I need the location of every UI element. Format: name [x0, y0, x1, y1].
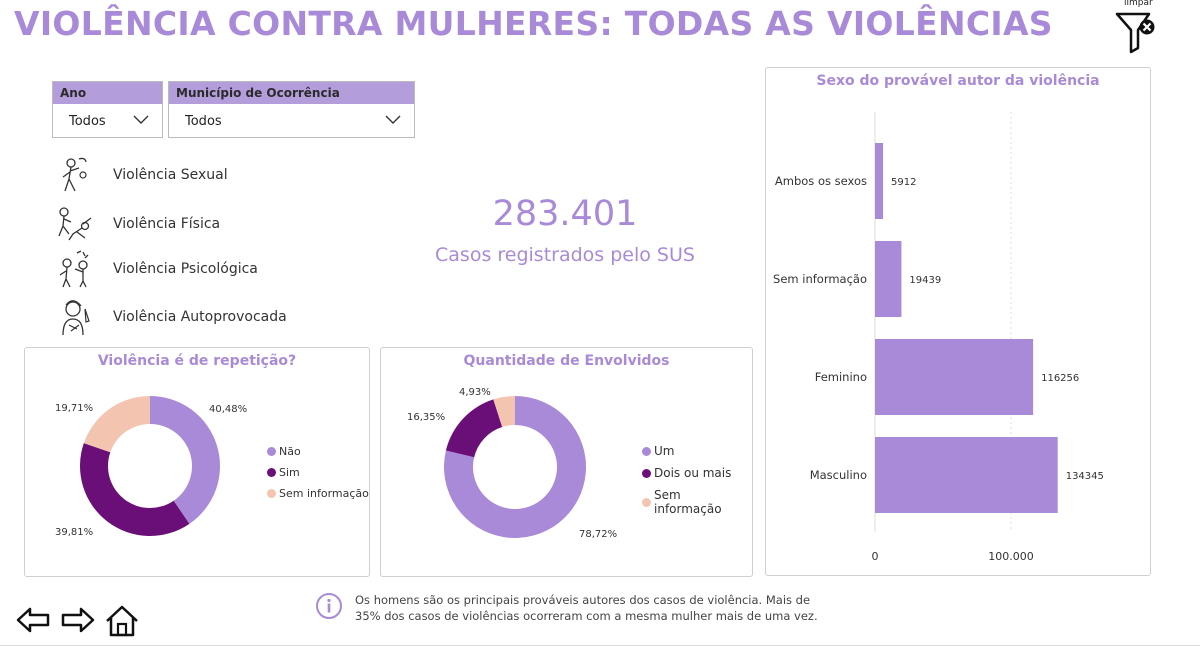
data-label: 19439 — [909, 275, 941, 286]
psychological-violence-icon — [59, 250, 89, 288]
legend-label: Dois ou mais — [654, 466, 732, 480]
data-label-sim: 39,81% — [55, 527, 94, 538]
data-label-nao: 40,48% — [209, 404, 248, 415]
municipality-filter-label: Município de Ocorrência — [169, 82, 414, 104]
repetition-donut-chart[interactable] — [25, 370, 371, 570]
data-label-sem-informacao: 19,71% — [55, 403, 94, 414]
x-tick-label: 100.000 — [988, 550, 1034, 563]
clear-filters-button[interactable]: limpar — [1110, 0, 1160, 56]
legend-label: Sim — [279, 466, 300, 479]
year-dropdown[interactable]: Todos — [53, 104, 162, 137]
chevron-down-icon — [133, 115, 149, 124]
data-label: 134345 — [1066, 471, 1104, 482]
self-inflicted-violence-icon — [62, 300, 90, 336]
involved-chart-title: Quantidade de Envolvidos — [463, 353, 670, 369]
legend-item-sem-informacao[interactable]: Sem informação — [267, 487, 369, 500]
physical-violence-icon — [58, 207, 92, 241]
legend-swatch — [267, 447, 276, 456]
data-label-dois-ou-mais: 16,35% — [407, 412, 446, 423]
legend-item-sem-informacao[interactable]: Sem informação — [642, 488, 752, 516]
violence-type-label: Violência Sexual — [113, 167, 228, 183]
municipality-value: Todos — [185, 114, 222, 129]
bar-1[interactable] — [875, 241, 902, 317]
arrow-left-icon[interactable] — [15, 605, 51, 635]
bar-2[interactable] — [875, 339, 1034, 415]
sexual-violence-icon — [62, 157, 87, 192]
bottom-divider — [0, 645, 1200, 646]
x-tick-label: 0 — [872, 550, 879, 563]
insight-text: Os homens são os principais prováveis au… — [355, 593, 818, 623]
insight-note: Os homens são os principais prováveis au… — [315, 592, 830, 624]
page-title: VIOLÊNCIA CONTRA MULHERES: TODAS AS VIOL… — [14, 4, 1053, 43]
repetition-chart-card: Violência é de repetição? 40,48% 39,81% … — [24, 347, 370, 577]
involved-chart-card: Quantidade de Envolvidos 78,72% 16,35% 4… — [380, 347, 753, 577]
year-value: Todos — [69, 114, 106, 129]
year-filter-label: Ano — [53, 82, 162, 104]
legend-label: Sem informação — [654, 488, 722, 516]
municipality-filter[interactable]: Município de Ocorrência Todos — [168, 81, 415, 138]
year-filter[interactable]: Ano Todos — [52, 81, 163, 138]
bar-3[interactable] — [875, 437, 1058, 513]
donut-slice-sem-informacao[interactable] — [493, 396, 515, 427]
data-label-sem-informacao: 4,93% — [459, 387, 491, 398]
legend-label: Sem informação — [279, 487, 369, 500]
repetition-chart-title: Violência é de repetição? — [97, 353, 297, 369]
category-label: Masculino — [810, 468, 867, 482]
legend-swatch — [642, 468, 651, 478]
author-sex-chart-title: Sexo do provável autor da violência — [816, 73, 1100, 89]
donut-slice-sim[interactable] — [79, 443, 190, 536]
total-cases-value: 283.401 — [492, 194, 638, 234]
violence-type-sexual[interactable]: Violência Sexual — [55, 155, 228, 195]
municipality-dropdown[interactable]: Todos — [169, 104, 414, 137]
data-label-um: 78,72% — [579, 529, 618, 540]
violence-type-label: Violência Psicológica — [113, 261, 258, 277]
bar-0[interactable] — [875, 143, 884, 219]
category-label: Feminino — [815, 370, 867, 384]
author-sex-chart-card: Sexo do provável autor da violência 0 100… — [765, 67, 1151, 576]
info-icon — [316, 593, 342, 619]
home-icon[interactable] — [104, 604, 140, 638]
legend-swatch — [642, 497, 651, 507]
violence-type-label: Violência Autoprovocada — [113, 309, 287, 325]
donut-slice-nao[interactable] — [150, 396, 220, 524]
legend-swatch — [267, 489, 276, 498]
donut-slice-sem-informacao[interactable] — [83, 396, 150, 453]
legend-swatch — [642, 446, 651, 456]
violence-type-psychological[interactable]: Violência Psicológica — [55, 249, 258, 289]
data-label: 5912 — [891, 177, 916, 188]
involved-donut-chart[interactable] — [381, 370, 754, 570]
category-label: Sem informação — [773, 272, 867, 286]
author-sex-bar-chart[interactable]: 0 100.000 Ambos os sexos 5912 Sem informação… — [766, 92, 1152, 572]
donut-slice-um[interactable] — [444, 396, 586, 538]
legend-item-nao[interactable]: Não — [267, 445, 301, 458]
legend-item-sim[interactable]: Sim — [267, 466, 300, 479]
arrow-right-icon[interactable] — [60, 605, 96, 635]
legend-label: Um — [654, 444, 675, 458]
chevron-down-icon — [385, 115, 401, 124]
violence-type-physical[interactable]: Violência Física — [55, 204, 220, 244]
data-label: 116256 — [1041, 373, 1079, 384]
legend-item-dois-ou-mais[interactable]: Dois ou mais — [642, 466, 731, 480]
legend-item-um[interactable]: Um — [642, 444, 674, 458]
donut-slice-dois-ou-mais[interactable] — [445, 399, 503, 458]
legend-swatch — [267, 468, 276, 477]
total-cases-label: Casos registrados pelo SUS — [435, 244, 695, 266]
clear-label: limpar — [1124, 0, 1153, 8]
violence-type-label: Violência Física — [113, 216, 221, 232]
legend-label: Não — [279, 445, 301, 458]
filter-clear-icon — [1115, 12, 1155, 54]
category-label: Ambos os sexos — [775, 174, 867, 188]
violence-type-self-inflicted[interactable]: Violência Autoprovocada — [55, 297, 287, 337]
